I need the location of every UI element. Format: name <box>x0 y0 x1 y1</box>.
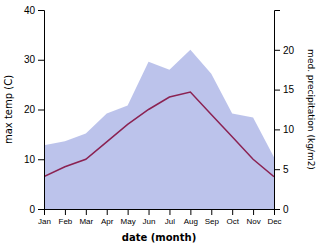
tick-label: 15 <box>283 84 295 95</box>
y-axis: 0 10 20 30 40 <box>24 5 45 215</box>
tick-mark <box>107 209 108 215</box>
tick: Apr <box>101 209 114 226</box>
tick: Feb <box>59 209 73 226</box>
tick-mark <box>86 209 87 215</box>
tick-label: Jan <box>38 217 51 226</box>
area <box>44 50 274 209</box>
tick: 40 <box>24 5 44 16</box>
axis-line <box>38 11 45 210</box>
chart: JanFebMarAprMayJunJulAugSepOctNovDec0102… <box>0 0 318 247</box>
tick-mark <box>38 159 44 160</box>
tick-mark <box>38 209 44 210</box>
tick: Jun <box>143 209 156 226</box>
tick: 10 <box>24 154 44 165</box>
tick: 20 <box>24 104 44 115</box>
tick-label: 0 <box>283 204 289 215</box>
tick-mark <box>149 209 150 215</box>
tick-label: Apr <box>101 217 114 226</box>
line <box>44 92 274 177</box>
tick: Aug <box>184 209 198 226</box>
axis-line <box>275 11 281 210</box>
y2-axis: 0 5 10 15 20 <box>274 11 295 215</box>
tick-mark <box>38 10 44 11</box>
tick-mark <box>274 209 280 210</box>
tick-label: May <box>121 217 136 226</box>
marks <box>44 50 274 209</box>
tick-mark <box>38 60 44 61</box>
tick: Sep <box>205 209 220 226</box>
tick-mark <box>128 209 129 215</box>
tick-label: Jun <box>143 217 156 226</box>
y-axis-title: max temp (C) <box>3 75 14 144</box>
tick-label: 10 <box>283 124 295 135</box>
tick-label: Oct <box>226 217 239 226</box>
y2-axis-title: med. precipitation (kg/m2) <box>306 49 316 170</box>
tick-mark <box>274 129 280 130</box>
tick-label: Jul <box>165 217 175 226</box>
plot: JanFebMarAprMayJunJulAugSepOctNovDec0102… <box>24 5 295 226</box>
tick-label: Mar <box>79 217 93 226</box>
axis-line <box>45 210 275 216</box>
tick: Oct <box>226 209 239 226</box>
x-axis: Jan Feb Mar Apr May Jun Jul Aug Sep Oct Nov Dec <box>38 209 282 226</box>
tick-label: Dec <box>267 217 281 226</box>
tick: 5 <box>274 164 289 175</box>
tick-mark <box>274 169 280 170</box>
tick: 0 <box>274 204 289 215</box>
tick-label: 20 <box>24 104 36 115</box>
tick-label: Aug <box>184 217 198 226</box>
tick-label: 5 <box>283 164 289 175</box>
x-axis-title: date (month) <box>122 232 196 243</box>
tick-mark <box>274 90 280 91</box>
tick-mark <box>211 209 212 215</box>
tick: 0 <box>29 204 44 215</box>
tick-mark <box>232 209 233 215</box>
tick: 10 <box>274 124 295 135</box>
tick-label: 0 <box>29 204 35 215</box>
tick: Dec <box>267 209 281 226</box>
tick: Mar <box>79 209 93 226</box>
tick-label: 10 <box>24 154 36 165</box>
tick-mark <box>38 110 44 111</box>
tick: Jan <box>38 209 51 226</box>
tick-mark <box>253 209 254 215</box>
tick-label: Nov <box>246 217 260 226</box>
tick-mark <box>65 209 66 215</box>
tick: Jul <box>165 209 175 226</box>
tick: 15 <box>274 84 295 95</box>
tick-label: 40 <box>24 5 36 16</box>
tick-label: Feb <box>59 217 73 226</box>
tick-mark <box>274 50 280 51</box>
tick-label: Sep <box>205 217 220 226</box>
tick: 30 <box>24 54 44 65</box>
tick: May <box>121 209 136 226</box>
tick-label: 30 <box>24 54 36 65</box>
tick: Nov <box>246 209 260 226</box>
tick-mark <box>169 209 170 215</box>
tick-mark <box>190 209 191 215</box>
tick-label: 20 <box>283 45 295 56</box>
tick: 20 <box>274 45 295 56</box>
